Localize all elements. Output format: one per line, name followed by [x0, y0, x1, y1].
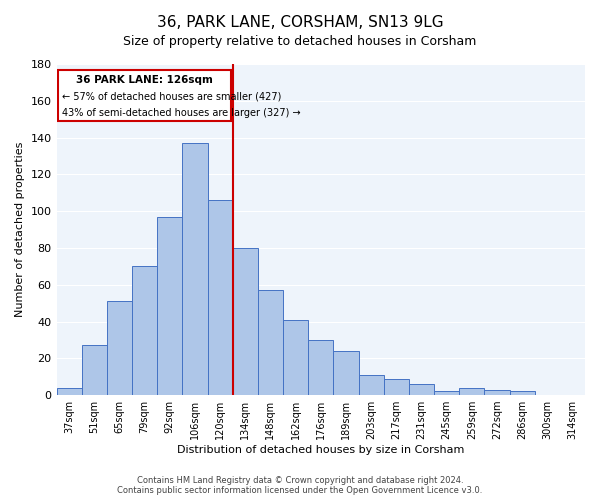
Bar: [283, 320, 308, 395]
Bar: [258, 290, 283, 395]
Bar: [233, 248, 258, 395]
Bar: [132, 266, 157, 395]
Bar: [334, 351, 359, 395]
Bar: [157, 216, 182, 395]
Y-axis label: Number of detached properties: Number of detached properties: [15, 142, 25, 317]
Bar: [383, 378, 409, 395]
FancyBboxPatch shape: [58, 70, 232, 121]
Text: 36 PARK LANE: 126sqm: 36 PARK LANE: 126sqm: [76, 75, 213, 85]
Bar: [56, 388, 82, 395]
Bar: [308, 340, 334, 395]
Text: 43% of semi-detached houses are larger (327) →: 43% of semi-detached houses are larger (…: [62, 108, 300, 118]
Bar: [182, 143, 208, 395]
Text: Size of property relative to detached houses in Corsham: Size of property relative to detached ho…: [124, 35, 476, 48]
Bar: [509, 392, 535, 395]
Text: ← 57% of detached houses are smaller (427): ← 57% of detached houses are smaller (42…: [62, 92, 281, 102]
Bar: [82, 346, 107, 395]
Bar: [107, 302, 132, 395]
Bar: [208, 200, 233, 395]
Text: 36, PARK LANE, CORSHAM, SN13 9LG: 36, PARK LANE, CORSHAM, SN13 9LG: [157, 15, 443, 30]
X-axis label: Distribution of detached houses by size in Corsham: Distribution of detached houses by size …: [177, 445, 464, 455]
Bar: [484, 390, 509, 395]
Bar: [434, 392, 459, 395]
Text: Contains HM Land Registry data © Crown copyright and database right 2024.
Contai: Contains HM Land Registry data © Crown c…: [118, 476, 482, 495]
Bar: [459, 388, 484, 395]
Bar: [409, 384, 434, 395]
Bar: [359, 375, 383, 395]
